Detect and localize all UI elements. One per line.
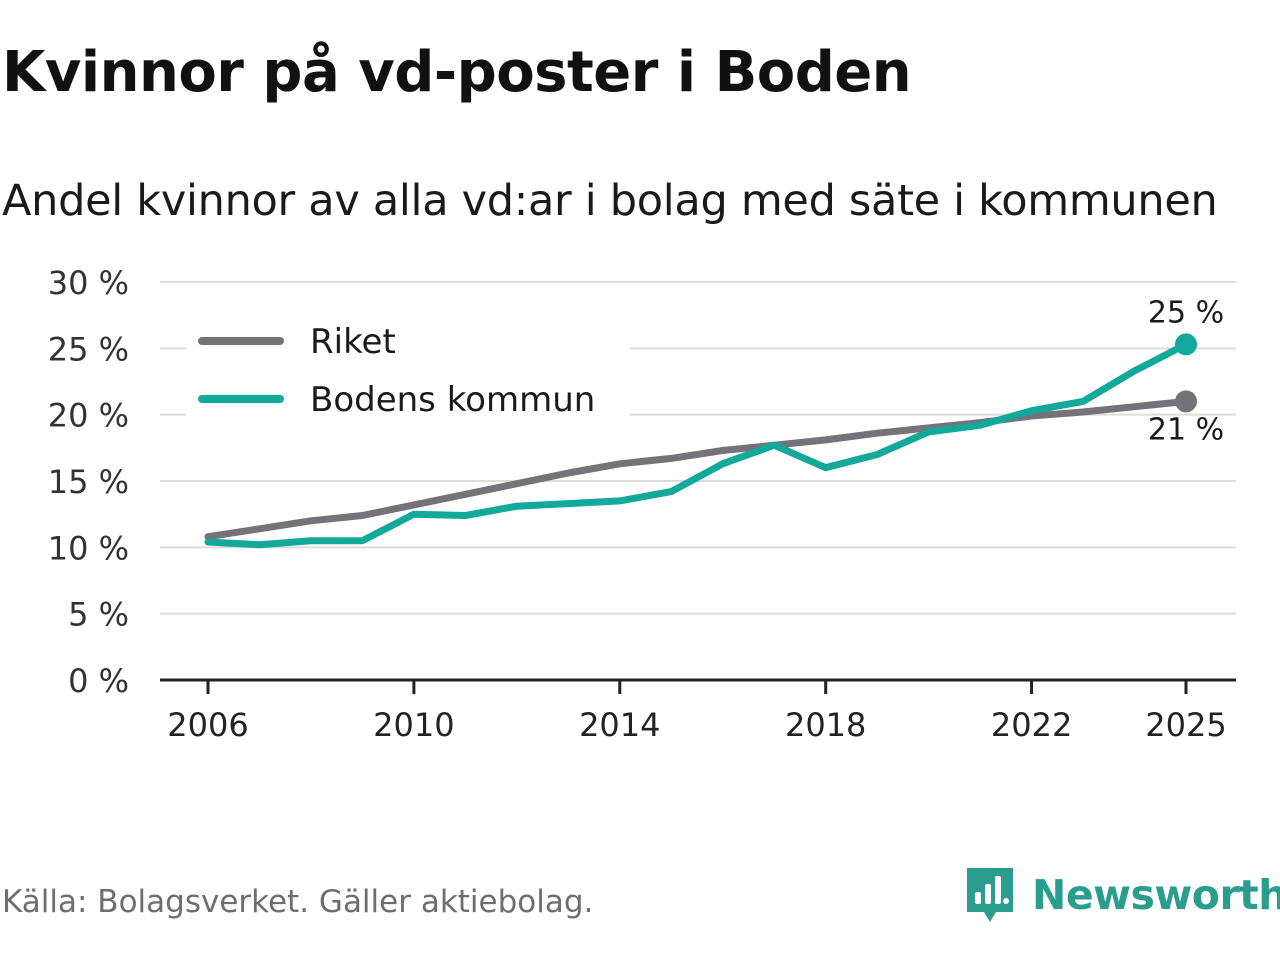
newsworthy-logo-icon (967, 868, 1013, 922)
x-tick-label: 2018 (785, 706, 866, 744)
legend-background (186, 316, 630, 428)
end-labels: 25 % 21 % (1148, 295, 1224, 447)
y-axis-ticks: 0 % 5 % 10 % 15 % 20 % 25 % 30 % (48, 264, 129, 700)
legend-label: Riket (310, 322, 396, 362)
end-point-boden (1175, 333, 1197, 356)
brand-logo[interactable]: Newsworthy (964, 864, 1280, 926)
series-line-boden (204, 340, 1190, 549)
y-tick-label: 5 % (68, 596, 129, 634)
chart-subtitle: Andel kvinnor av alla vd:ar i bolag med … (2, 176, 1218, 226)
brand-name: Newsworthy (1032, 871, 1280, 919)
chart-title: Kvinnor på vd-poster i Boden (2, 40, 912, 105)
x-tick-label: 2025 (1145, 706, 1226, 744)
series-lines (204, 333, 1197, 549)
x-axis: 2006 2010 2014 2018 2022 2025 (160, 678, 1236, 744)
y-tick-label: 25 % (48, 330, 129, 368)
end-point-riket (1175, 390, 1197, 413)
line-chart: 0 %5 %10 %15 %20 %25 %30 % 2006 2010 2014 2… (48, 264, 1236, 744)
legend-label: Bodens kommun (310, 380, 595, 420)
x-tick-label: 2010 (373, 706, 454, 744)
x-tick-label: 2022 (991, 706, 1072, 744)
series-line-riket (204, 397, 1190, 541)
legend: Riket Bodens kommun (186, 316, 630, 428)
x-tick-label: 2014 (579, 706, 660, 744)
source-note: Källa: Bolagsverket. Gäller aktiebolag. (2, 884, 594, 920)
y-tick-label: 0 % (68, 662, 129, 700)
y-tick-label: 20 % (48, 397, 129, 435)
y-tick-label: 10 % (48, 529, 129, 567)
end-label-riket: 21 % (1148, 412, 1224, 447)
x-tick-label: 2006 (167, 706, 248, 744)
y-tick-label: 15 % (48, 463, 129, 501)
end-label-boden: 25 % (1148, 295, 1224, 330)
y-tick-label: 30 % (48, 264, 129, 302)
